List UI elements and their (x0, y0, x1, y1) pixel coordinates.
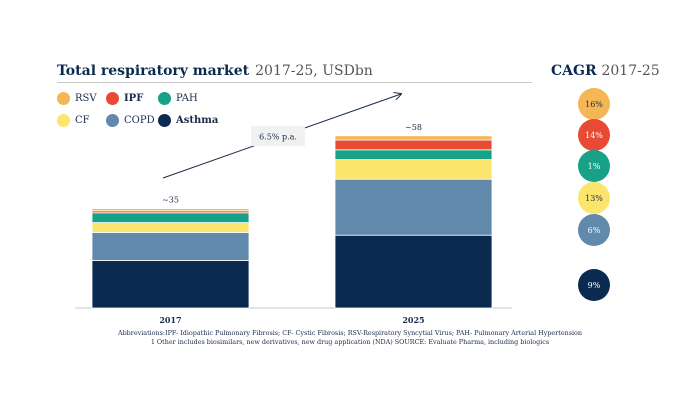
legend-label-cf: CF (75, 115, 90, 126)
total-label-2017: ~35 (162, 196, 179, 205)
bars-group: ~35 2017 ~58 2025 (91, 123, 493, 325)
cagr-label-asthma: 9% (588, 281, 601, 290)
legend-label-copd: COPD (124, 115, 155, 126)
legend-label-rsv: RSV (75, 93, 97, 104)
bar-segment-asthma-2025 (334, 234, 493, 309)
bar-segment-copd-2025 (334, 178, 493, 236)
legend-item-ipf: IPF (106, 92, 143, 105)
legend-item-copd: COPD (106, 114, 155, 127)
bar-segment-ipf-2025 (334, 139, 493, 151)
bar-segment-cf-2025 (334, 159, 493, 180)
cagr-circle-rsv (578, 88, 610, 120)
legend: RSV IPF PAH CF COPD Asthma (57, 92, 257, 132)
cagr-circle-pah (578, 150, 610, 182)
cagr-circle-asthma (578, 269, 610, 301)
cagr-title: CAGR 2017-25 (551, 63, 660, 79)
bar-segment-pah-2017 (91, 212, 250, 224)
footnote-source: 1 Other includes biosimilars, new deriva… (150, 338, 550, 346)
cagr-label-copd: 6% (588, 226, 601, 235)
footnote-abbreviations: Abbreviations:IPF- Idiopathic Pulmonary … (117, 329, 583, 337)
growth-annotation-box (251, 126, 305, 146)
cagr-label-pah: 1% (588, 162, 601, 171)
cagr-label-ipf: 14% (585, 131, 603, 140)
bar-segment-copd-2017 (91, 231, 250, 261)
growth-annotation-label: 6.5% p.a. (259, 133, 297, 142)
legend-item-cf: CF (57, 114, 90, 127)
footnotes: Abbreviations:IPF- Idiopathic Pulmonary … (0, 329, 700, 347)
legend-item-rsv: RSV (57, 92, 97, 105)
cagr-title-sub: 2017-25 (601, 63, 660, 79)
legend-label-asthma: Asthma (176, 115, 219, 126)
chart-subtitle: 2017-25, USDbn (255, 63, 373, 79)
legend-swatch-ipf (106, 92, 119, 105)
cagr-circle-ipf (578, 119, 610, 151)
legend-swatch-cf (57, 114, 70, 127)
legend-label-pah: PAH (176, 93, 198, 104)
cagr-circle-cf (578, 182, 610, 214)
bar-segment-rsv-2017 (91, 208, 250, 212)
cagr-label-rsv: 16% (585, 100, 603, 109)
bar-segment-asthma-2017 (91, 259, 250, 309)
legend-label-ipf: IPF (124, 93, 144, 104)
bar-segment-rsv-2025 (334, 135, 493, 141)
legend-item-pah: PAH (158, 92, 198, 105)
chart-title-main: Total respiratory market (57, 63, 250, 79)
legend-swatch-copd (106, 114, 119, 127)
title-divider (57, 82, 532, 83)
cagr-circles: 16% 14% 1% 13% 6% 9% (578, 88, 610, 301)
category-label-2025: 2025 (402, 315, 424, 325)
legend-swatch-asthma (158, 114, 171, 127)
category-label-2017: 2017 (159, 315, 181, 325)
total-label-2025: ~58 (405, 123, 422, 132)
cagr-title-main: CAGR (551, 63, 597, 79)
legend-swatch-pah (158, 92, 171, 105)
legend-swatch-rsv (57, 92, 70, 105)
cagr-label-cf: 13% (585, 194, 603, 203)
bar-segment-pah-2025 (334, 149, 493, 161)
cagr-circle-copd (578, 214, 610, 246)
bar-segment-cf-2017 (91, 222, 250, 233)
legend-item-asthma: Asthma (158, 114, 218, 127)
chart-title: Total respiratory market 2017-25, USDbn (57, 63, 373, 79)
